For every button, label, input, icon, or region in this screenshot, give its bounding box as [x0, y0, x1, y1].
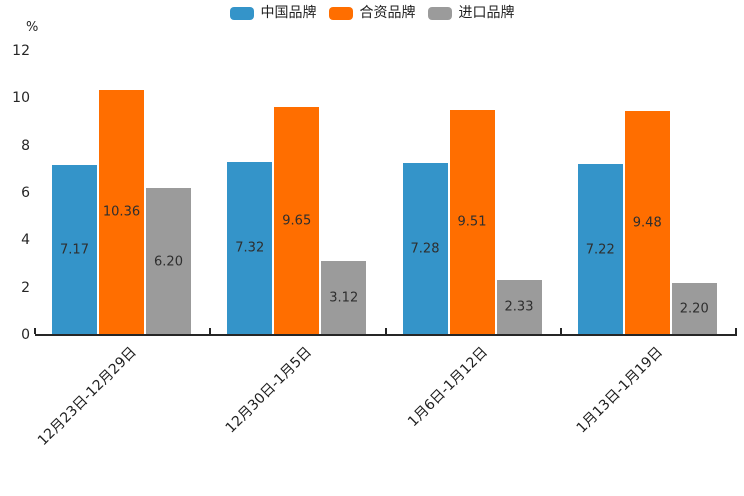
- bar-series-1-group-2: 9.51: [449, 109, 495, 335]
- x-axis-tick-mark: [384, 328, 387, 334]
- bar-series-2-group-3: 2.20: [671, 282, 717, 335]
- bar-group: 7.17 10.36 6.20: [35, 51, 210, 335]
- bar-group: 7.28 9.51 2.33: [386, 51, 561, 335]
- x-axis-label: 12月23日-12月29日: [35, 344, 141, 449]
- legend-label-joint-venture-brands: 合资品牌: [359, 5, 416, 21]
- legend-swatch-china-brands: [229, 7, 254, 20]
- bar-series-0-group-1: 7.32: [227, 161, 273, 335]
- x-axis-line: [35, 334, 737, 336]
- y-tick-label: 12: [12, 43, 30, 59]
- y-axis-unit-label: %: [26, 20, 39, 35]
- bar-value-label: 10.36: [102, 204, 141, 220]
- bar-value-label: 7.22: [585, 242, 615, 258]
- bar-series-1-group-1: 9.65: [274, 106, 320, 335]
- y-tick-label: 10: [12, 90, 30, 107]
- bar-value-label: 7.28: [410, 241, 440, 257]
- bar-series-2-group-1: 3.12: [321, 261, 367, 335]
- legend-swatch-joint-venture-brands: [328, 7, 353, 20]
- y-tick-label: 8: [21, 137, 30, 154]
- y-tick-label: 2: [21, 279, 30, 296]
- bar-value-label: 2.33: [504, 299, 534, 315]
- bar-value-label: 9.48: [632, 215, 662, 231]
- bar-value-label: 3.12: [329, 290, 359, 306]
- legend-item-import-brands: 进口品牌: [427, 5, 515, 22]
- legend: 中国品牌 合资品牌 进口品牌: [0, 5, 744, 22]
- x-axis-tick-mark: [34, 328, 36, 334]
- bar-series-1-group-3: 9.48: [624, 110, 670, 335]
- x-axis-label: 1月6日-1月12日: [404, 344, 491, 431]
- plot-area: 7.17 10.36 6.20 7.32 9.65 3.12 7.28 9.51 2.33 7.2…: [35, 51, 736, 335]
- bar-value-label: 7.17: [60, 242, 89, 258]
- x-axis-tick-mark: [735, 328, 737, 334]
- x-axis-label: 12月30日-1月5日: [223, 344, 316, 437]
- bar-value-label: 7.32: [235, 240, 265, 256]
- bar-group: 7.22 9.48 2.20: [561, 51, 736, 335]
- legend-label-china-brands: 中国品牌: [260, 5, 317, 21]
- x-axis-tick-mark: [209, 328, 212, 334]
- legend-item-china-brands: 中国品牌: [229, 5, 317, 22]
- bar-series-1-group-0: 10.36: [99, 89, 144, 335]
- bar-value-label: 9.65: [282, 213, 312, 229]
- bar-value-label: 2.20: [679, 301, 709, 317]
- bar-series-2-group-0: 6.20: [146, 188, 191, 335]
- bar-value-label: 9.51: [457, 214, 487, 230]
- legend-label-import-brands: 进口品牌: [458, 5, 515, 21]
- bar-group: 7.32 9.65 3.12: [210, 51, 385, 335]
- bar-series-0-group-2: 7.28: [402, 162, 448, 335]
- x-axis-tick-mark: [559, 328, 562, 334]
- bar-value-label: 6.20: [154, 254, 183, 270]
- bar-series-0-group-0: 7.17: [52, 165, 97, 335]
- x-axis-label: 1月13日-1月19日: [573, 344, 666, 437]
- legend-item-joint-venture-brands: 合资品牌: [328, 5, 416, 22]
- y-tick-label: 6: [21, 185, 30, 201]
- bar-series-2-group-2: 2.33: [496, 279, 542, 335]
- y-tick-label: 0: [21, 327, 30, 343]
- legend-swatch-import-brands: [427, 7, 452, 20]
- bar-series-0-group-3: 7.22: [577, 164, 623, 335]
- y-tick-label: 4: [21, 232, 30, 249]
